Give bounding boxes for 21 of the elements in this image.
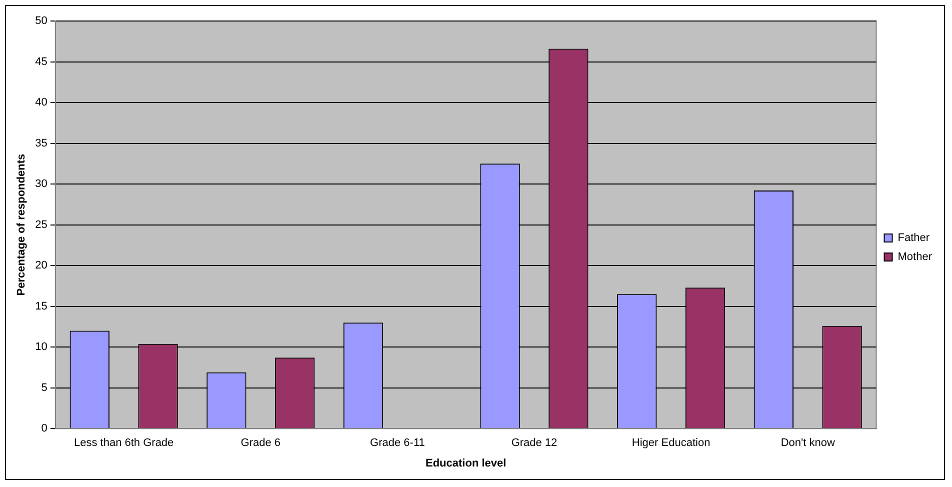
- y-tick-label: 0: [41, 422, 48, 435]
- y-tick-label: 40: [35, 96, 48, 109]
- y-tick-label: 30: [35, 178, 48, 190]
- legend-label: Father: [898, 232, 930, 244]
- x-tick-label: Higer Education: [632, 437, 710, 450]
- y-tick-label: 35: [35, 137, 48, 150]
- x-tick-label: Grade 6-11: [370, 437, 425, 450]
- x-axis-title: Education level: [426, 457, 506, 470]
- y-tick-label: 15: [35, 300, 48, 312]
- x-tick-label: Grade 12: [511, 437, 558, 450]
- y-tick-label: 5: [41, 382, 48, 394]
- y-tick-label: 20: [35, 260, 48, 272]
- legend-label: Mother: [898, 251, 932, 264]
- y-tick-label: 25: [35, 218, 48, 231]
- x-tick-label: Don't know: [780, 437, 835, 450]
- y-axis-title: Percentage of respondents: [16, 154, 28, 296]
- x-tick-label: Grade 6: [240, 437, 281, 450]
- y-tick-label: 45: [35, 56, 48, 68]
- y-tick-label: 10: [35, 341, 48, 354]
- x-tick-label: Less than 6th Grade: [74, 437, 174, 450]
- y-tick-label: 50: [35, 15, 48, 28]
